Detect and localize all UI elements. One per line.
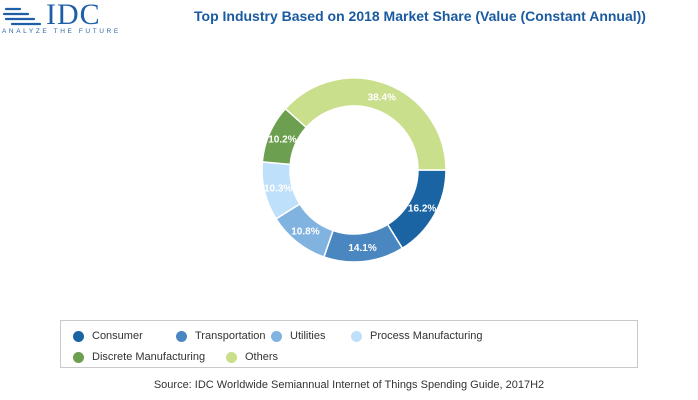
slice-label-discrete-manufacturing: 10.2%	[268, 135, 296, 146]
legend-swatch	[226, 351, 237, 363]
slice-others	[284, 77, 447, 171]
legend-item-utilities: Utilities	[271, 330, 325, 342]
legend-swatch	[176, 330, 187, 342]
legend-swatch	[73, 330, 84, 342]
legend-label: Process Manufacturing	[370, 330, 483, 342]
legend-item-transportation: Transportation	[176, 330, 266, 342]
chart-title: Top Industry Based on 2018 Market Share …	[194, 8, 646, 24]
logo-tagline: ANALYZE THE FUTURE	[2, 28, 121, 35]
legend-swatch	[351, 330, 362, 342]
chart-source: Source: IDC Worldwide Semiannual Interne…	[153, 379, 545, 391]
donut-chart: 16.2% 14.1% 10.8% 10.3% 10.2% 38.4%	[261, 77, 447, 263]
legend-label: Consumer	[92, 330, 143, 342]
legend-label: Others	[245, 351, 279, 363]
legend-label: Discrete Manufacturing	[92, 351, 206, 363]
legend-label: Utilities	[290, 330, 326, 342]
chart-legend: Consumer Transportation Utilities Process M…	[60, 320, 638, 368]
slice-label-process-manufacturing: 10.3%	[264, 184, 292, 195]
legend-item-others: Others	[226, 351, 278, 363]
idc-logo: IDC ANALYZE THE FUTURE	[0, 0, 130, 40]
legend-swatch	[73, 351, 84, 363]
legend-swatch	[271, 330, 282, 342]
legend-label: Transportation	[195, 330, 266, 342]
legend-item-process-manufacturing: Process Manufacturing	[351, 330, 483, 342]
slice-label-consumer: 16.2%	[408, 204, 436, 215]
slice-label-others: 38.4%	[368, 93, 396, 104]
idc-globe-icon	[2, 7, 42, 26]
legend-item-discrete-manufacturing: Discrete Manufacturing	[73, 351, 205, 363]
legend-item-consumer: Consumer	[73, 330, 143, 342]
slice-label-utilities: 10.8%	[291, 227, 319, 238]
logo-wordmark: IDC	[46, 0, 101, 31]
slice-label-transportation: 14.1%	[348, 243, 376, 254]
